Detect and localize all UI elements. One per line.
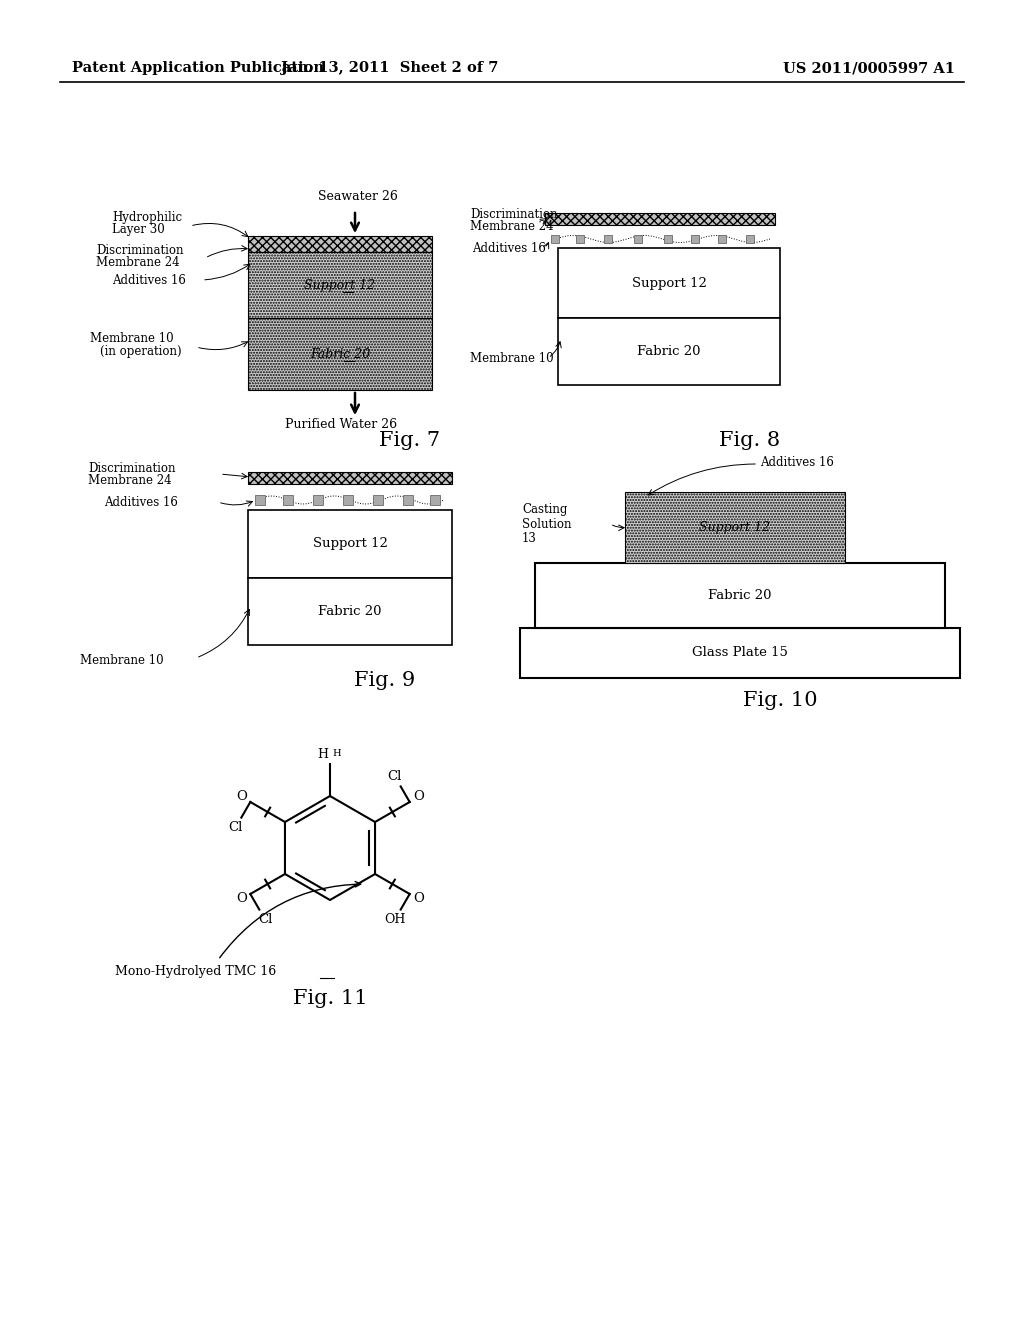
- Text: Discrimination: Discrimination: [96, 243, 183, 256]
- Text: Additives 16: Additives 16: [104, 495, 178, 508]
- Bar: [664, 235, 672, 243]
- Text: (in operation): (in operation): [100, 346, 181, 359]
- Text: Membrane 24: Membrane 24: [470, 219, 554, 232]
- Text: Support 12: Support 12: [699, 521, 771, 535]
- Text: H: H: [317, 747, 329, 760]
- Bar: [604, 235, 612, 243]
- Bar: [248, 252, 432, 318]
- Text: Fabric 20: Fabric 20: [310, 347, 370, 360]
- Bar: [343, 495, 353, 506]
- Text: Hydrophilic: Hydrophilic: [112, 211, 182, 224]
- Text: Casting: Casting: [522, 503, 567, 516]
- Bar: [313, 495, 323, 506]
- Bar: [551, 235, 559, 243]
- Bar: [248, 578, 452, 645]
- Bar: [520, 628, 961, 678]
- Text: Support 12: Support 12: [312, 537, 387, 550]
- Text: Discrimination: Discrimination: [470, 207, 557, 220]
- Bar: [575, 235, 584, 243]
- Bar: [248, 236, 432, 252]
- Bar: [255, 495, 265, 506]
- Text: Membrane 10: Membrane 10: [470, 351, 554, 364]
- Text: Glass Plate 15: Glass Plate 15: [692, 647, 787, 660]
- Text: Patent Application Publication: Patent Application Publication: [72, 61, 324, 75]
- Text: Membrane 10: Membrane 10: [80, 653, 164, 667]
- Text: Discrimination: Discrimination: [88, 462, 175, 474]
- Bar: [283, 495, 293, 506]
- Text: Fabric 20: Fabric 20: [637, 345, 700, 358]
- Text: Fabric 20: Fabric 20: [318, 605, 382, 618]
- Bar: [718, 235, 726, 243]
- Text: Membrane 10: Membrane 10: [90, 331, 174, 345]
- Bar: [625, 492, 845, 564]
- Bar: [248, 318, 432, 389]
- Bar: [746, 235, 754, 243]
- Text: Cl: Cl: [387, 770, 401, 783]
- Text: Fig. 8: Fig. 8: [720, 430, 780, 450]
- Text: Support 12: Support 12: [304, 279, 376, 292]
- Bar: [691, 235, 699, 243]
- Bar: [558, 318, 780, 385]
- Bar: [558, 248, 780, 318]
- Text: Membrane 24: Membrane 24: [88, 474, 172, 487]
- Text: Fig. 10: Fig. 10: [742, 690, 817, 710]
- Text: Support 12: Support 12: [632, 276, 707, 289]
- Text: Jan. 13, 2011  Sheet 2 of 7: Jan. 13, 2011 Sheet 2 of 7: [282, 61, 499, 75]
- Text: Cl: Cl: [258, 913, 272, 927]
- Bar: [634, 235, 642, 243]
- Text: O: O: [413, 892, 424, 906]
- Text: H: H: [333, 750, 341, 759]
- Bar: [373, 495, 383, 506]
- Bar: [545, 213, 775, 224]
- Text: OH: OH: [384, 913, 406, 927]
- Bar: [535, 564, 945, 628]
- Text: Fig. 11: Fig. 11: [293, 989, 368, 1007]
- Text: O: O: [237, 892, 247, 906]
- Text: O: O: [413, 791, 424, 804]
- Text: Membrane 24: Membrane 24: [96, 256, 179, 268]
- Text: Layer 30: Layer 30: [112, 223, 165, 236]
- Text: Cl: Cl: [228, 821, 243, 834]
- Bar: [248, 510, 452, 578]
- Text: Additives 16: Additives 16: [112, 273, 186, 286]
- Text: Fig. 7: Fig. 7: [380, 430, 440, 450]
- Text: Additives 16: Additives 16: [760, 455, 834, 469]
- Text: Solution: Solution: [522, 517, 571, 531]
- Text: Seawater 26: Seawater 26: [318, 190, 398, 203]
- Text: Mono-Hydrolyed TMC 16: Mono-Hydrolyed TMC 16: [115, 965, 276, 978]
- Text: Purified Water 26: Purified Water 26: [285, 417, 397, 430]
- Text: Additives 16: Additives 16: [472, 242, 546, 255]
- Text: 13: 13: [522, 532, 537, 544]
- Text: Fabric 20: Fabric 20: [709, 589, 772, 602]
- Bar: [430, 495, 440, 506]
- Text: O: O: [237, 791, 247, 804]
- Text: Fig. 9: Fig. 9: [354, 671, 416, 689]
- Text: US 2011/0005997 A1: US 2011/0005997 A1: [783, 61, 955, 75]
- Bar: [248, 473, 452, 484]
- Bar: [403, 495, 413, 506]
